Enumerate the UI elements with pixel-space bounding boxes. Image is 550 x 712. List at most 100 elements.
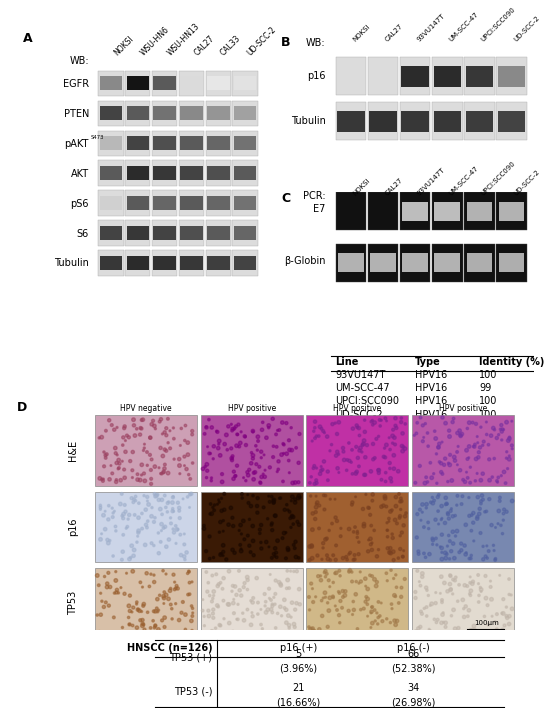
Point (351, 468, 360, 479)
Point (265, 541, 273, 553)
Point (110, 587, 119, 599)
Point (498, 424, 507, 435)
Point (248, 607, 256, 618)
Point (175, 460, 184, 471)
Point (448, 511, 457, 522)
Point (477, 584, 486, 595)
Point (472, 454, 481, 465)
Bar (233, 130, 257, 156)
Point (451, 530, 460, 542)
Point (310, 426, 318, 437)
Point (162, 422, 170, 434)
Bar (125, 250, 151, 276)
Point (462, 466, 471, 478)
Point (97, 473, 106, 485)
Point (202, 472, 211, 483)
Point (437, 458, 446, 469)
Point (168, 506, 177, 517)
Text: HPV positive: HPV positive (439, 404, 487, 413)
Point (252, 572, 261, 584)
Point (262, 536, 271, 548)
Point (339, 592, 348, 603)
Point (202, 459, 211, 470)
Point (219, 540, 228, 551)
Point (204, 577, 213, 588)
Point (202, 422, 211, 433)
Point (465, 553, 474, 564)
Point (401, 418, 410, 429)
Point (103, 578, 112, 590)
Point (163, 413, 172, 424)
Point (442, 498, 451, 509)
Point (443, 476, 452, 487)
Point (172, 520, 180, 532)
Point (424, 517, 432, 528)
Point (160, 587, 169, 598)
Point (360, 414, 369, 426)
Point (136, 429, 145, 440)
Bar (153, 76, 176, 90)
Point (124, 513, 133, 525)
Point (181, 624, 190, 635)
Point (455, 425, 464, 436)
Point (320, 628, 328, 639)
Point (228, 454, 236, 466)
Point (135, 605, 144, 617)
Bar (464, 192, 495, 231)
Point (245, 513, 254, 525)
Point (236, 539, 245, 550)
Point (172, 580, 181, 592)
Point (147, 454, 156, 465)
Point (492, 624, 501, 635)
Point (386, 457, 394, 468)
Point (466, 590, 475, 601)
Point (375, 467, 383, 478)
Point (247, 629, 256, 641)
Text: (52.38%): (52.38%) (391, 663, 436, 673)
Point (456, 429, 465, 441)
Point (400, 443, 409, 454)
Point (437, 529, 446, 540)
Point (202, 422, 211, 433)
Point (398, 551, 407, 562)
Point (285, 619, 294, 631)
Point (508, 443, 516, 454)
Point (219, 613, 228, 624)
Point (97, 595, 106, 607)
Bar (233, 250, 257, 276)
Text: B: B (281, 36, 290, 48)
Point (104, 567, 113, 579)
Bar (95, 492, 197, 562)
Point (111, 442, 120, 454)
Point (209, 590, 218, 601)
Point (435, 438, 444, 449)
Point (432, 448, 441, 459)
Point (188, 610, 197, 622)
Point (101, 506, 109, 517)
Point (353, 623, 362, 634)
Point (177, 423, 186, 434)
Bar (152, 130, 177, 156)
Point (162, 445, 170, 456)
Point (239, 515, 248, 527)
Point (436, 541, 444, 553)
Point (120, 464, 129, 475)
Point (180, 554, 189, 565)
Point (505, 589, 514, 600)
Point (166, 512, 175, 523)
Point (438, 609, 447, 620)
Point (398, 446, 407, 457)
Point (372, 580, 381, 592)
Point (498, 528, 507, 539)
Point (480, 436, 488, 447)
Point (449, 604, 458, 616)
Point (322, 533, 331, 544)
Point (235, 525, 244, 536)
Point (416, 606, 425, 617)
Point (388, 528, 397, 540)
Text: 5: 5 (295, 649, 301, 659)
Point (428, 498, 437, 509)
Point (119, 431, 128, 443)
Point (305, 622, 314, 633)
Point (480, 611, 489, 622)
